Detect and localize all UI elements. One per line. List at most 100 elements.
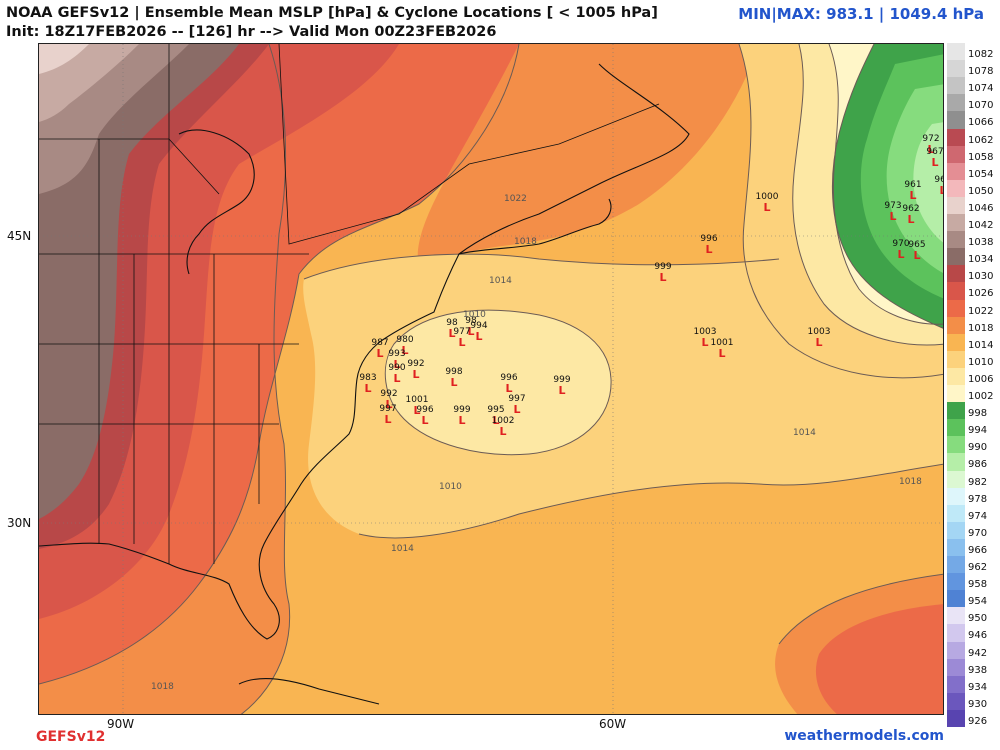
colorbar-label: 1042 xyxy=(968,220,994,231)
colorbar-label: 1026 xyxy=(968,288,994,300)
colorbar-label: 962 xyxy=(968,562,988,573)
isobar-label: 1018 xyxy=(151,682,174,692)
low-pressure-value: 997 xyxy=(379,404,396,414)
low-pressure-value: 992 xyxy=(407,359,424,369)
colorbar-cell xyxy=(947,214,965,232)
low-pressure-value: 996 xyxy=(500,373,517,383)
colorbar-label: 954 xyxy=(968,596,988,608)
colorbar-label: 950 xyxy=(968,613,988,625)
colorbar-label: 1022 xyxy=(968,305,994,317)
low-marker-icon: L xyxy=(401,344,408,357)
colorbar-cell xyxy=(947,60,965,78)
colorbar-label: 982 xyxy=(968,476,988,488)
isobar-label: 1010 xyxy=(439,482,462,492)
colorbar-cell xyxy=(947,128,965,147)
colorbar-label: 966 xyxy=(968,544,988,556)
pressure-map[interactable]: 1022 1018 1014 1010 1010 1014 1014 1018 … xyxy=(38,43,944,715)
colorbar-cell xyxy=(947,350,965,369)
isobar-label: 1018 xyxy=(899,477,922,487)
low-pressure-value: 965 xyxy=(908,240,925,250)
colorbar-cell xyxy=(947,43,965,61)
colorbar-label: 1002 xyxy=(968,391,994,402)
colorbar-label: 1018 xyxy=(968,322,994,334)
colorbar-label: 998 xyxy=(968,408,988,420)
low-marker-icon: L xyxy=(458,414,465,427)
colorbar-label: 938 xyxy=(968,664,988,676)
colorbar-cell xyxy=(947,282,965,300)
low-marker-icon: L xyxy=(376,347,383,360)
colorbar-label: 986 xyxy=(968,459,988,471)
low-pressure-value: 999 xyxy=(654,262,671,272)
colorbar-label: 994 xyxy=(968,425,988,437)
colorbar-cell xyxy=(947,77,965,95)
colorbar-label: 1034 xyxy=(968,254,994,266)
colorbar-label: 1070 xyxy=(968,100,994,112)
colorbar-cell xyxy=(947,436,965,454)
low-pressure-value: 961 xyxy=(904,180,921,190)
low-marker-icon: L xyxy=(815,336,822,349)
low-pressure-value: 980 xyxy=(396,335,413,345)
low-pressure-value: 1002 xyxy=(492,416,515,426)
low-marker-icon: L xyxy=(448,327,455,340)
low-pressure-value: 996 xyxy=(416,405,433,415)
low-pressure-value: 1001 xyxy=(406,395,429,405)
colorbar-label: 990 xyxy=(968,442,988,454)
low-pressure-value: 987 xyxy=(371,338,388,348)
cyclone-low: 98L xyxy=(446,318,458,340)
colorbar-cell xyxy=(947,111,965,129)
band-1046 xyxy=(39,44,89,74)
colorbar-cell xyxy=(947,162,965,181)
colorbar-label: 1066 xyxy=(968,117,994,129)
colorbar-label: 1082 xyxy=(968,49,994,60)
colorbar-cell xyxy=(947,675,965,694)
lat-label: 45N xyxy=(7,229,32,243)
low-pressure-value: 967 xyxy=(926,147,943,157)
colorbar-cell xyxy=(947,145,965,164)
low-marker-icon: L xyxy=(889,210,896,223)
low-pressure-value: 997 xyxy=(508,394,525,404)
colorbar-cell xyxy=(947,607,965,625)
low-marker-icon: L xyxy=(897,248,904,261)
colorbar-cell xyxy=(947,265,965,283)
low-marker-icon: L xyxy=(450,376,457,389)
colorbar-cell xyxy=(947,624,965,642)
low-marker-icon: L xyxy=(458,336,465,349)
isobar-label: 1018 xyxy=(514,237,537,247)
colorbar-cell xyxy=(947,385,965,403)
low-pressure-value: 1003 xyxy=(694,327,717,337)
site-link[interactable]: weathermodels.com xyxy=(784,728,944,744)
chart-title: NOAA GEFSv12 | Ensemble Mean MSLP [hPa] … xyxy=(6,4,658,42)
low-marker-icon: L xyxy=(364,382,371,395)
band-1022-se xyxy=(815,604,943,714)
lat-label: 30N xyxy=(7,516,32,530)
low-pressure-value: 98 xyxy=(465,316,477,326)
colorbar-label: 1046 xyxy=(968,202,994,214)
band-1006-core xyxy=(385,310,612,455)
colorbar-label: 1050 xyxy=(968,185,994,197)
colorbar-cell xyxy=(947,538,965,557)
isobar-label-group: 1022 1018 1014 1010 1010 1014 1014 1018 … xyxy=(151,194,922,692)
low-marker-icon: L xyxy=(467,325,474,338)
low-marker-icon: L xyxy=(931,156,938,169)
colorbar-label: 1038 xyxy=(968,237,994,249)
colorbar-label: 958 xyxy=(968,579,988,591)
low-marker-icon: L xyxy=(558,384,565,397)
min-max-readout: MIN|MAX: 983.1 | 1049.4 hPa xyxy=(738,5,984,23)
